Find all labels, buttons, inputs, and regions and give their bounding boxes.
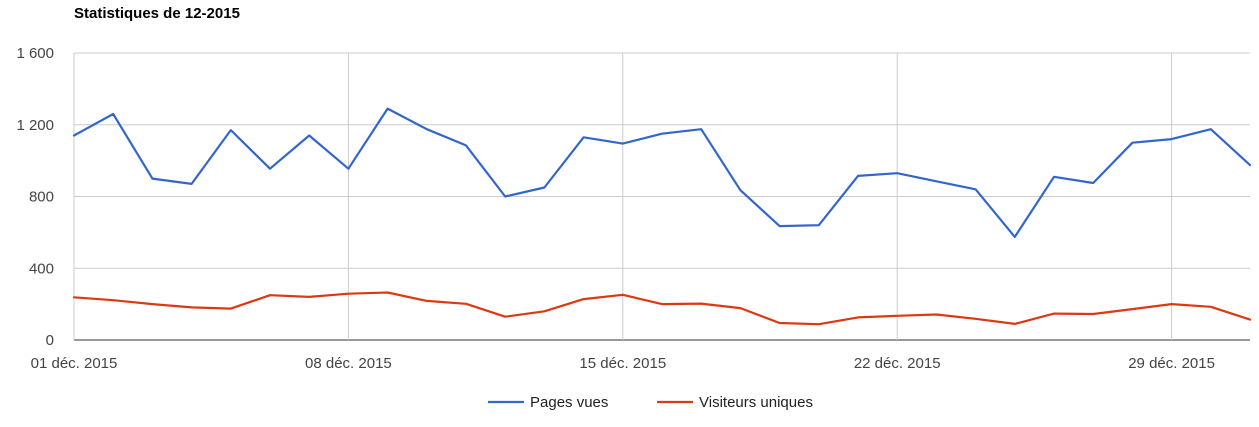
chart-title: Statistiques de 12-2015 — [74, 5, 240, 22]
x-tick-label: 22 déc. 2015 — [854, 355, 941, 372]
legend-label-2: Visiteurs uniques — [699, 394, 813, 411]
series-line-1 — [72, 107, 1252, 238]
y-tick-label: 0 — [46, 332, 54, 349]
y-tick-label: 800 — [29, 189, 54, 206]
x-tick-label: 01 déc. 2015 — [31, 355, 118, 372]
x-tick-label: 08 déc. 2015 — [305, 355, 392, 372]
series-line-2 — [72, 291, 1252, 326]
legend-label-1: Pages vues — [530, 394, 608, 411]
y-tick-label: 1 200 — [16, 117, 54, 134]
y-tick-label: 1 600 — [16, 45, 54, 62]
y-tick-label: 400 — [29, 260, 54, 277]
x-tick-label: 29 déc. 2015 — [1128, 355, 1215, 372]
x-tick-label: 15 déc. 2015 — [579, 355, 666, 372]
